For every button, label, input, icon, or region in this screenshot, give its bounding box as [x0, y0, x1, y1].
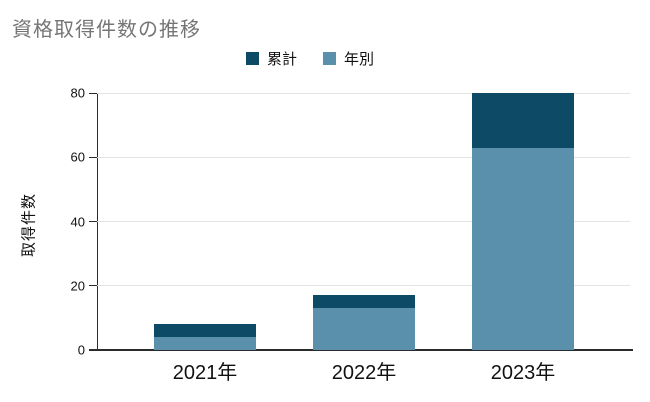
- y-tick-label-0: 0: [77, 342, 85, 358]
- bar-2021年[interactable]: [154, 324, 256, 350]
- x-axis-line: [89, 349, 633, 351]
- legend-item-yearly[interactable]: 年別: [323, 48, 374, 69]
- x-axis-label-2021年: 2021年: [172, 362, 238, 384]
- y-tick-label-40: 40: [70, 214, 85, 229]
- bar-segment-cumulative-2021年[interactable]: [154, 324, 256, 338]
- y-axis-title: 取得件数: [20, 192, 38, 258]
- legend-swatch-cumulative: [245, 52, 259, 65]
- legend-item-cumulative[interactable]: 累計: [245, 48, 297, 69]
- gridline-40: [97, 221, 630, 222]
- y-tick-mark-40: [89, 221, 97, 222]
- y-tick-mark-20: [89, 285, 97, 287]
- bar-segment-cumulative-2022年[interactable]: [313, 295, 415, 309]
- legend-label-cumulative: 累計: [266, 51, 297, 68]
- gridline-60: [97, 156, 630, 158]
- x-axis-label-2022年: 2022年: [331, 362, 397, 384]
- legend-label-yearly: 年別: [344, 51, 375, 68]
- y-tick-label-80: 80: [70, 85, 85, 101]
- bar-segment-yearly-2023年[interactable]: [472, 147, 574, 350]
- y-tick-mark-60: [89, 156, 97, 158]
- bar-segment-yearly-2021年[interactable]: [154, 337, 256, 350]
- gridline-80: [97, 92, 630, 94]
- plot-area: 0 20 40 60 80 2021年 2022年 2023年: [71, 86, 633, 384]
- legend: 累計 年別: [0, 48, 620, 69]
- y-tick-mark-80: [89, 92, 97, 94]
- bar-segment-yearly-2022年[interactable]: [313, 308, 415, 350]
- bar-segment-cumulative-2023年[interactable]: [472, 93, 574, 148]
- bar-2023年[interactable]: [472, 93, 574, 350]
- y-tick-label-60: 60: [70, 149, 85, 165]
- y-tick-mark-0: [89, 349, 97, 351]
- bar-2022年[interactable]: [313, 295, 415, 350]
- legend-swatch-yearly: [323, 52, 336, 65]
- chart-title: 資格取得件数の推移: [12, 19, 201, 41]
- gridline-20: [97, 285, 630, 287]
- y-tick-label-20: 20: [70, 278, 85, 294]
- x-axis-label-2023年: 2023年: [490, 362, 556, 384]
